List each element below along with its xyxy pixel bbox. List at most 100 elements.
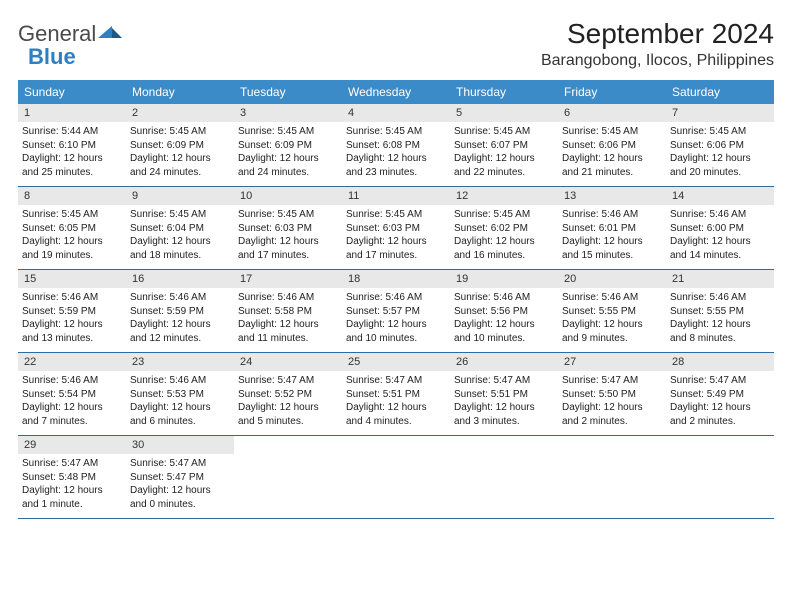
day-cell: 23Sunrise: 5:46 AMSunset: 5:53 PMDayligh…	[126, 353, 234, 435]
day-number: 21	[666, 270, 774, 288]
week-row: 15Sunrise: 5:46 AMSunset: 5:59 PMDayligh…	[18, 270, 774, 353]
day-details: Sunrise: 5:47 AMSunset: 5:49 PMDaylight:…	[666, 371, 774, 432]
weekday-header: Wednesday	[342, 80, 450, 104]
logo-triangle-icon	[98, 18, 122, 44]
week-row: 29Sunrise: 5:47 AMSunset: 5:48 PMDayligh…	[18, 436, 774, 519]
day-details: Sunrise: 5:45 AMSunset: 6:09 PMDaylight:…	[234, 122, 342, 183]
day-number: 13	[558, 187, 666, 205]
day-cell: 24Sunrise: 5:47 AMSunset: 5:52 PMDayligh…	[234, 353, 342, 435]
day-cell: 4Sunrise: 5:45 AMSunset: 6:08 PMDaylight…	[342, 104, 450, 186]
weekday-header: Saturday	[666, 80, 774, 104]
day-number: 14	[666, 187, 774, 205]
day-cell: 11Sunrise: 5:45 AMSunset: 6:03 PMDayligh…	[342, 187, 450, 269]
day-details: Sunrise: 5:45 AMSunset: 6:06 PMDaylight:…	[558, 122, 666, 183]
day-details: Sunrise: 5:46 AMSunset: 5:59 PMDaylight:…	[18, 288, 126, 349]
day-number: 11	[342, 187, 450, 205]
weekday-header: Sunday	[18, 80, 126, 104]
week-row: 22Sunrise: 5:46 AMSunset: 5:54 PMDayligh…	[18, 353, 774, 436]
day-details: Sunrise: 5:47 AMSunset: 5:51 PMDaylight:…	[450, 371, 558, 432]
month-title: September 2024	[541, 18, 774, 50]
day-details: Sunrise: 5:45 AMSunset: 6:04 PMDaylight:…	[126, 205, 234, 266]
day-number: 5	[450, 104, 558, 122]
day-number: 15	[18, 270, 126, 288]
day-cell: 26Sunrise: 5:47 AMSunset: 5:51 PMDayligh…	[450, 353, 558, 435]
header: General September 2024 Barangobong, Iloc…	[18, 18, 774, 70]
day-details: Sunrise: 5:46 AMSunset: 5:55 PMDaylight:…	[666, 288, 774, 349]
day-cell: 29Sunrise: 5:47 AMSunset: 5:48 PMDayligh…	[18, 436, 126, 518]
day-number: 17	[234, 270, 342, 288]
day-number: 8	[18, 187, 126, 205]
day-details: Sunrise: 5:45 AMSunset: 6:06 PMDaylight:…	[666, 122, 774, 183]
day-details: Sunrise: 5:46 AMSunset: 5:59 PMDaylight:…	[126, 288, 234, 349]
day-number: 29	[18, 436, 126, 454]
day-details: Sunrise: 5:46 AMSunset: 5:58 PMDaylight:…	[234, 288, 342, 349]
empty-day	[342, 436, 450, 518]
day-details: Sunrise: 5:45 AMSunset: 6:02 PMDaylight:…	[450, 205, 558, 266]
day-number: 25	[342, 353, 450, 371]
weeks-container: 1Sunrise: 5:44 AMSunset: 6:10 PMDaylight…	[18, 104, 774, 519]
day-details: Sunrise: 5:45 AMSunset: 6:05 PMDaylight:…	[18, 205, 126, 266]
day-cell: 3Sunrise: 5:45 AMSunset: 6:09 PMDaylight…	[234, 104, 342, 186]
day-number: 26	[450, 353, 558, 371]
day-number: 18	[342, 270, 450, 288]
location: Barangobong, Ilocos, Philippines	[541, 52, 774, 70]
logo-text-blue: Blue	[28, 44, 76, 70]
day-details: Sunrise: 5:46 AMSunset: 5:54 PMDaylight:…	[18, 371, 126, 432]
day-cell: 10Sunrise: 5:45 AMSunset: 6:03 PMDayligh…	[234, 187, 342, 269]
weekday-header: Tuesday	[234, 80, 342, 104]
day-cell: 16Sunrise: 5:46 AMSunset: 5:59 PMDayligh…	[126, 270, 234, 352]
day-cell: 12Sunrise: 5:45 AMSunset: 6:02 PMDayligh…	[450, 187, 558, 269]
day-details: Sunrise: 5:46 AMSunset: 5:53 PMDaylight:…	[126, 371, 234, 432]
day-cell: 22Sunrise: 5:46 AMSunset: 5:54 PMDayligh…	[18, 353, 126, 435]
day-details: Sunrise: 5:45 AMSunset: 6:08 PMDaylight:…	[342, 122, 450, 183]
day-details: Sunrise: 5:47 AMSunset: 5:51 PMDaylight:…	[342, 371, 450, 432]
day-details: Sunrise: 5:47 AMSunset: 5:52 PMDaylight:…	[234, 371, 342, 432]
day-number: 12	[450, 187, 558, 205]
day-number: 3	[234, 104, 342, 122]
day-number: 4	[342, 104, 450, 122]
day-cell: 8Sunrise: 5:45 AMSunset: 6:05 PMDaylight…	[18, 187, 126, 269]
empty-day	[450, 436, 558, 518]
day-details: Sunrise: 5:47 AMSunset: 5:48 PMDaylight:…	[18, 454, 126, 515]
week-row: 8Sunrise: 5:45 AMSunset: 6:05 PMDaylight…	[18, 187, 774, 270]
day-details: Sunrise: 5:44 AMSunset: 6:10 PMDaylight:…	[18, 122, 126, 183]
day-number: 28	[666, 353, 774, 371]
day-cell: 30Sunrise: 5:47 AMSunset: 5:47 PMDayligh…	[126, 436, 234, 518]
day-cell: 14Sunrise: 5:46 AMSunset: 6:00 PMDayligh…	[666, 187, 774, 269]
day-cell: 27Sunrise: 5:47 AMSunset: 5:50 PMDayligh…	[558, 353, 666, 435]
empty-day	[558, 436, 666, 518]
day-number: 16	[126, 270, 234, 288]
day-cell: 1Sunrise: 5:44 AMSunset: 6:10 PMDaylight…	[18, 104, 126, 186]
day-cell: 7Sunrise: 5:45 AMSunset: 6:06 PMDaylight…	[666, 104, 774, 186]
day-number: 24	[234, 353, 342, 371]
day-details: Sunrise: 5:47 AMSunset: 5:50 PMDaylight:…	[558, 371, 666, 432]
day-number: 19	[450, 270, 558, 288]
day-cell: 9Sunrise: 5:45 AMSunset: 6:04 PMDaylight…	[126, 187, 234, 269]
day-details: Sunrise: 5:46 AMSunset: 5:57 PMDaylight:…	[342, 288, 450, 349]
day-cell: 18Sunrise: 5:46 AMSunset: 5:57 PMDayligh…	[342, 270, 450, 352]
day-number: 27	[558, 353, 666, 371]
day-cell: 28Sunrise: 5:47 AMSunset: 5:49 PMDayligh…	[666, 353, 774, 435]
title-block: September 2024 Barangobong, Ilocos, Phil…	[541, 18, 774, 70]
day-number: 9	[126, 187, 234, 205]
week-row: 1Sunrise: 5:44 AMSunset: 6:10 PMDaylight…	[18, 104, 774, 187]
weekday-header: Monday	[126, 80, 234, 104]
day-details: Sunrise: 5:47 AMSunset: 5:47 PMDaylight:…	[126, 454, 234, 515]
weekday-header-row: SundayMondayTuesdayWednesdayThursdayFrid…	[18, 80, 774, 104]
empty-day	[234, 436, 342, 518]
day-details: Sunrise: 5:46 AMSunset: 5:55 PMDaylight:…	[558, 288, 666, 349]
day-details: Sunrise: 5:45 AMSunset: 6:07 PMDaylight:…	[450, 122, 558, 183]
day-number: 30	[126, 436, 234, 454]
day-cell: 25Sunrise: 5:47 AMSunset: 5:51 PMDayligh…	[342, 353, 450, 435]
day-number: 2	[126, 104, 234, 122]
day-cell: 20Sunrise: 5:46 AMSunset: 5:55 PMDayligh…	[558, 270, 666, 352]
day-details: Sunrise: 5:46 AMSunset: 6:01 PMDaylight:…	[558, 205, 666, 266]
day-cell: 15Sunrise: 5:46 AMSunset: 5:59 PMDayligh…	[18, 270, 126, 352]
calendar: SundayMondayTuesdayWednesdayThursdayFrid…	[18, 80, 774, 519]
day-number: 22	[18, 353, 126, 371]
day-details: Sunrise: 5:46 AMSunset: 5:56 PMDaylight:…	[450, 288, 558, 349]
weekday-header: Thursday	[450, 80, 558, 104]
empty-day	[666, 436, 774, 518]
weekday-header: Friday	[558, 80, 666, 104]
day-number: 7	[666, 104, 774, 122]
